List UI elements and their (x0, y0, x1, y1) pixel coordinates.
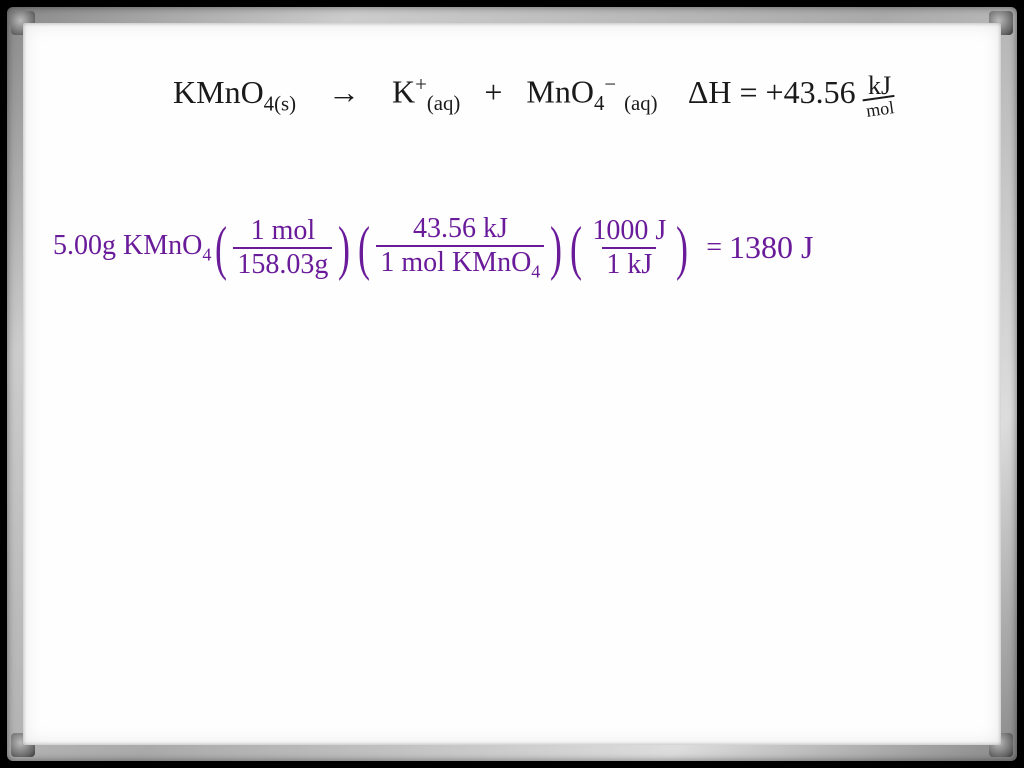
product1-state: (aq) (427, 92, 460, 115)
frac1-den: 158.03g (233, 247, 332, 281)
product1-formula: K (392, 74, 415, 110)
frac1-num: 1 mol (247, 215, 320, 247)
calc-mass: 5.00g KMnO4 (53, 230, 211, 266)
paren-icon: ) (676, 224, 688, 272)
frac2-num: 43.56 kJ (409, 213, 512, 245)
calc-lead: 5.00g KMnO (53, 230, 202, 261)
fraction-enthalpy: 43.56 kJ 1 mol KMnO4 (376, 213, 544, 283)
reactant-formula: KMnO (173, 74, 264, 110)
product2-charge: − (604, 73, 616, 96)
unit-mol: mol (862, 95, 897, 122)
frac2-den-sub: 4 (531, 262, 540, 282)
frac2-den: 1 mol KMnO4 (376, 245, 544, 283)
calculation-line: 5.00g KMnO4 ( 1 mol 158.03g ) ( 43.56 kJ… (53, 213, 814, 283)
whiteboard-frame: KMnO4(s) → K+(aq) + MnO4− (aq) ΔH = +43.… (7, 7, 1017, 761)
frac2-den-text: 1 mol KMnO (380, 247, 531, 278)
delta-h-units: kJ mol (864, 71, 896, 120)
whiteboard-surface: KMnO4(s) → K+(aq) + MnO4− (aq) ΔH = +43.… (23, 23, 1001, 745)
product1-charge: + (415, 73, 427, 96)
delta-h-label: ΔH = (688, 74, 758, 110)
equals-sign: = (706, 232, 722, 264)
product2-formula: MnO (526, 74, 594, 110)
plus-sign: + (484, 74, 502, 110)
fraction-unit-convert: 1000 J 1 kJ (588, 215, 670, 281)
calc-lead-sub: 4 (202, 245, 211, 265)
reaction-equation: KMnO4(s) → K+(aq) + MnO4− (aq) ΔH = +43.… (173, 71, 896, 120)
delta-h-value: +43.56 (766, 74, 856, 110)
product2-subscript: 4 (594, 92, 604, 115)
fraction-molar-mass: 1 mol 158.03g (233, 215, 332, 281)
frac3-num: 1000 J (588, 215, 670, 247)
paren-icon: ) (338, 224, 350, 272)
paren-icon: ) (550, 224, 562, 272)
product2-state: (aq) (624, 92, 657, 115)
frac3-den: 1 kJ (602, 247, 656, 281)
reactant-subscript: 4(s) (264, 92, 296, 115)
paren-icon: ( (358, 224, 370, 272)
paren-icon: ( (570, 224, 582, 272)
arrow: → (328, 74, 360, 110)
calc-result: 1380 J (729, 229, 813, 266)
paren-icon: ( (215, 224, 227, 272)
